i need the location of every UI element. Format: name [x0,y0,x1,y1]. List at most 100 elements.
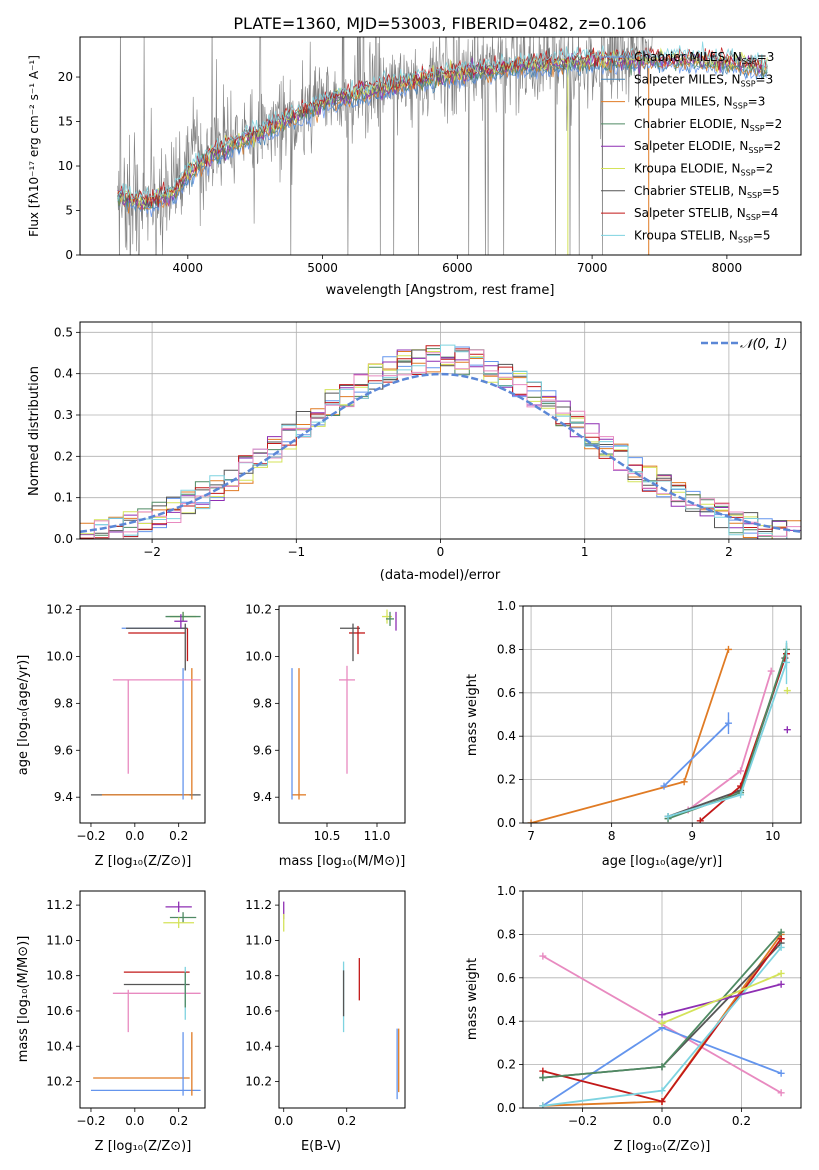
legend-label-end: =4 [761,206,779,220]
y-tick-label: 10.0 [245,649,272,663]
weight-point-marker [658,1019,666,1027]
legend-label-subscript: SSP [750,124,765,133]
mass-vs-metallicity-xlabel: Z [log₁₀(Z/Z⊙)] [95,1139,192,1154]
weight-vs-metallicity-panel: Z [log₁₀(Z/Z⊙)] mass weight −0.2 0.0 0.2 0.… [465,884,802,1154]
residual-histogram [80,349,801,539]
weight-vs-metallicity-ylabel: mass weight [465,958,480,1040]
normal-reference-curve [80,372,801,534]
legend-label-subscript: SSP [738,235,753,244]
y-tick-label: 9.6 [253,743,272,757]
legend-label-end: =3 [748,95,766,109]
spectrum-plot-area: 4000 5000 6000 7000 8000 0 5 10 15 20 [58,36,802,275]
legend-entry: Chabrier MILES, NSSP=3 [634,50,774,66]
y-tick-label: 0.4 [497,1014,516,1028]
y-tick-label: 0.6 [497,971,516,985]
legend-label: Chabrier STELIB, N [634,184,747,198]
legend-label: Chabrier MILES, N [634,50,742,64]
legend-entry: Salpeter ELODIE, NSSP=2 [634,139,781,155]
model-spectrum-line [117,46,768,208]
x-tick-label: 0.0 [274,1114,293,1128]
weight-vs-metallicity-plot-area: −0.2 0.0 0.2 0.0 0.2 0.4 0.6 0.8 1.0 [497,884,802,1128]
age-vs-metallicity-xlabel: Z [log₁₀(Z/Z⊙)] [95,854,192,869]
residuals-panel: (data-model)/error Normed distribution −… [27,321,802,583]
legend-label-subscript: SSP [742,57,757,66]
legend-label-end: =2 [765,117,783,131]
y-tick-label: 15 [58,115,73,129]
model-spectrum-line [117,54,768,212]
legend-label-subscript: SSP [733,102,748,111]
y-tick-label: 20 [58,70,73,84]
residual-histogram [80,348,801,539]
residuals-ylabel: Normed distribution [27,366,42,496]
legend-entry: Chabrier ELODIE, NSSP=2 [634,117,782,133]
weight-series [539,928,785,1108]
legend-label-end: =5 [753,228,771,242]
y-tick-label: 10.6 [245,1004,272,1018]
mass-vs-ebv-xlabel: E(B-V) [301,1139,341,1154]
age-vs-metallicity-ylabel: age [log₁₀(age/yr)] [16,655,31,776]
residuals-plot-area: −2 −1 0 1 2 0.0 0.1 0.2 0.3 0.4 0.5 𝒩(0, 1) [54,321,802,559]
axes-frame [278,890,406,1109]
weight-point-marker [777,980,785,988]
age-vs-mass-xlabel: mass [log₁₀(M/M⊙)] [279,854,406,869]
mass-vs-metallicity-plot-area: −0.2 0.0 0.2 10.2 10.4 10.6 10.8 11.0 11.2 [46,890,206,1128]
x-tick-label: −0.2 [76,1114,105,1128]
histogram-lines [80,344,801,539]
y-tick-label: 0.2 [497,773,516,787]
x-tick-label: 10 [765,829,780,843]
legend-label: Salpeter STELIB, N [634,206,746,220]
weight-point-marker [658,1063,666,1071]
x-tick-label: 10.5 [314,829,341,843]
x-tick-label: 0.2 [169,829,188,843]
weight-vs-age-panel: age [log₁₀(age/yr)] mass weight 7 8 9 10 0.0… [465,599,802,869]
weight-point-marker [724,645,732,653]
x-tick-label: 2 [725,545,733,559]
legend-label-subscript: SSP [746,213,761,222]
axes-frame [79,36,802,256]
weight-point-marker [658,1011,666,1019]
legend-label: Kroupa MILES, N [634,95,733,109]
y-tick-label: 10.6 [46,1004,73,1018]
spectrum-lines [117,37,768,255]
errorbar-points [90,611,201,800]
y-tick-label: 10.2 [46,1075,73,1089]
x-tick-label: 11.0 [364,829,391,843]
y-tick-label: 11.0 [245,933,272,947]
legend-label-subscript: SSP [747,191,762,200]
y-tick-label: 0.2 [497,1058,516,1072]
weight-point-marker [767,667,775,675]
x-tick-label: 1 [581,545,589,559]
legend-entry: Salpeter MILES, NSSP=3 [634,72,773,88]
weight-point-marker [539,952,547,960]
errorbar-points [90,901,201,1096]
y-tick-label: 0 [65,248,73,262]
legend-label-end: =3 [757,50,775,64]
weight-point-marker [783,726,791,734]
y-tick-label: 0.0 [497,1101,516,1115]
y-tick-label: 11.0 [46,933,73,947]
legend-entry: Chabrier STELIB, NSSP=5 [634,184,780,200]
legend-label: Kroupa ELODIE, N [634,162,741,176]
x-tick-label: 0.2 [169,1114,188,1128]
weight-point-marker [777,969,785,977]
y-tick-label: 9.6 [54,743,73,757]
y-tick-label: 0.0 [497,816,516,830]
axes-frame [278,605,406,824]
x-tick-label: 0.2 [337,1114,356,1128]
legend-entry: Salpeter STELIB, NSSP=4 [634,206,778,222]
weight-line [663,722,730,787]
y-tick-label: 10.8 [46,969,73,983]
mass-vs-metallicity-panel: Z [log₁₀(Z/Z⊙)] mass [log₁₀(M/M⊙)] −0.2 0… [16,890,206,1154]
weight-point-marker [527,819,535,823]
spectrum-xlabel: wavelength [Angstrom, rest frame] [326,283,555,298]
y-tick-label: 0.3 [54,408,73,422]
y-tick-label: 0.0 [54,532,73,546]
age-vs-mass-panel: mass [log₁₀(M/M⊙)] 10.5 11.0 9.4 9.6 9.8 10.0… [245,603,406,869]
observed-spectrum [117,37,653,255]
y-tick-label: 10.2 [46,603,73,617]
age-vs-mass-plot-area: 10.5 11.0 9.4 9.6 9.8 10.0 10.2 [245,603,406,843]
y-tick-label: 0.4 [497,729,516,743]
errorbar-points [283,901,400,1100]
y-tick-label: 0.1 [54,491,73,505]
weight-point-marker [539,1067,547,1075]
